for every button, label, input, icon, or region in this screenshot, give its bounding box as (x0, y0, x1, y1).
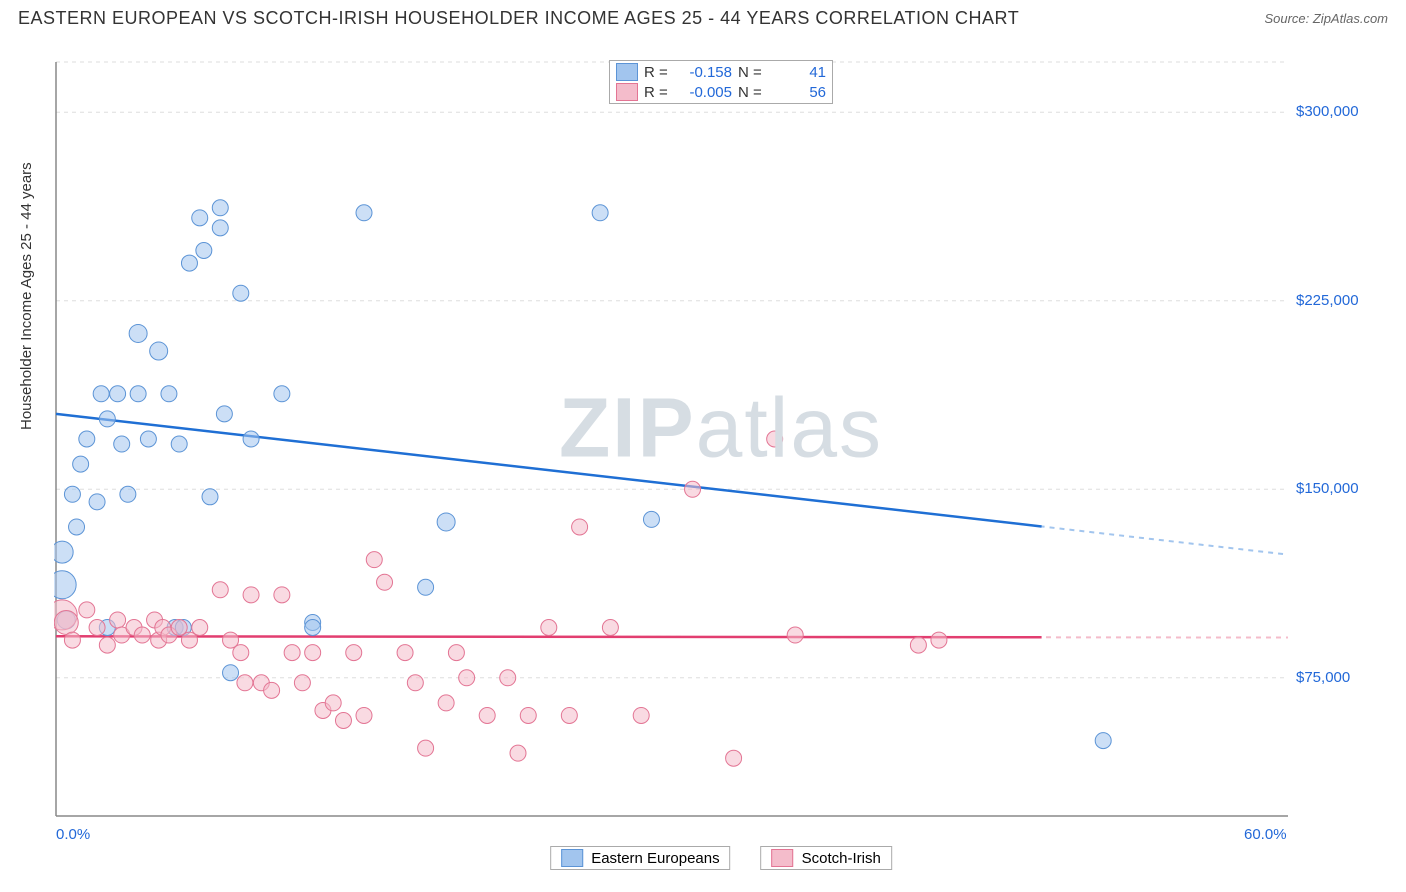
swatch-series-1 (616, 63, 638, 81)
series-name-2: Scotch-Irish (802, 850, 881, 867)
series-legend: Eastern Europeans Scotch-Irish (550, 846, 892, 870)
n-label-1: N = (738, 64, 766, 81)
r-value-2: -0.005 (678, 84, 732, 101)
series-name-1: Eastern Europeans (591, 850, 719, 867)
scatter-plot (54, 56, 1388, 832)
r-label-2: R = (644, 84, 672, 101)
legend-item-1: Eastern Europeans (550, 846, 730, 870)
r-label-1: R = (644, 64, 672, 81)
legend-item-2: Scotch-Irish (761, 846, 892, 870)
y-tick-label: $225,000 (1296, 292, 1359, 309)
swatch-series-1 (561, 849, 583, 867)
n-value-2: 56 (772, 84, 826, 101)
correlation-legend: R = -0.158 N = 41 R = -0.005 N = 56 (609, 60, 833, 104)
chart-area: ZIPatlas R = -0.158 N = 41 R = -0.005 N … (54, 56, 1388, 832)
n-value-1: 41 (772, 64, 826, 81)
n-label-2: N = (738, 84, 766, 101)
y-tick-label: $150,000 (1296, 480, 1359, 497)
chart-header: EASTERN EUROPEAN VS SCOTCH-IRISH HOUSEHO… (0, 0, 1406, 33)
y-tick-label: $75,000 (1296, 669, 1350, 686)
r-value-1: -0.158 (678, 64, 732, 81)
chart-source: Source: ZipAtlas.com (1264, 11, 1388, 26)
correlation-row-1: R = -0.158 N = 41 (616, 63, 826, 81)
correlation-row-2: R = -0.005 N = 56 (616, 83, 826, 101)
y-axis-label: Householder Income Ages 25 - 44 years (18, 162, 35, 430)
x-tick-label: 60.0% (1244, 826, 1287, 843)
swatch-series-2 (772, 849, 794, 867)
swatch-series-2 (616, 83, 638, 101)
x-tick-label: 0.0% (56, 826, 90, 843)
chart-title: EASTERN EUROPEAN VS SCOTCH-IRISH HOUSEHO… (18, 8, 1019, 29)
y-tick-label: $300,000 (1296, 103, 1359, 120)
